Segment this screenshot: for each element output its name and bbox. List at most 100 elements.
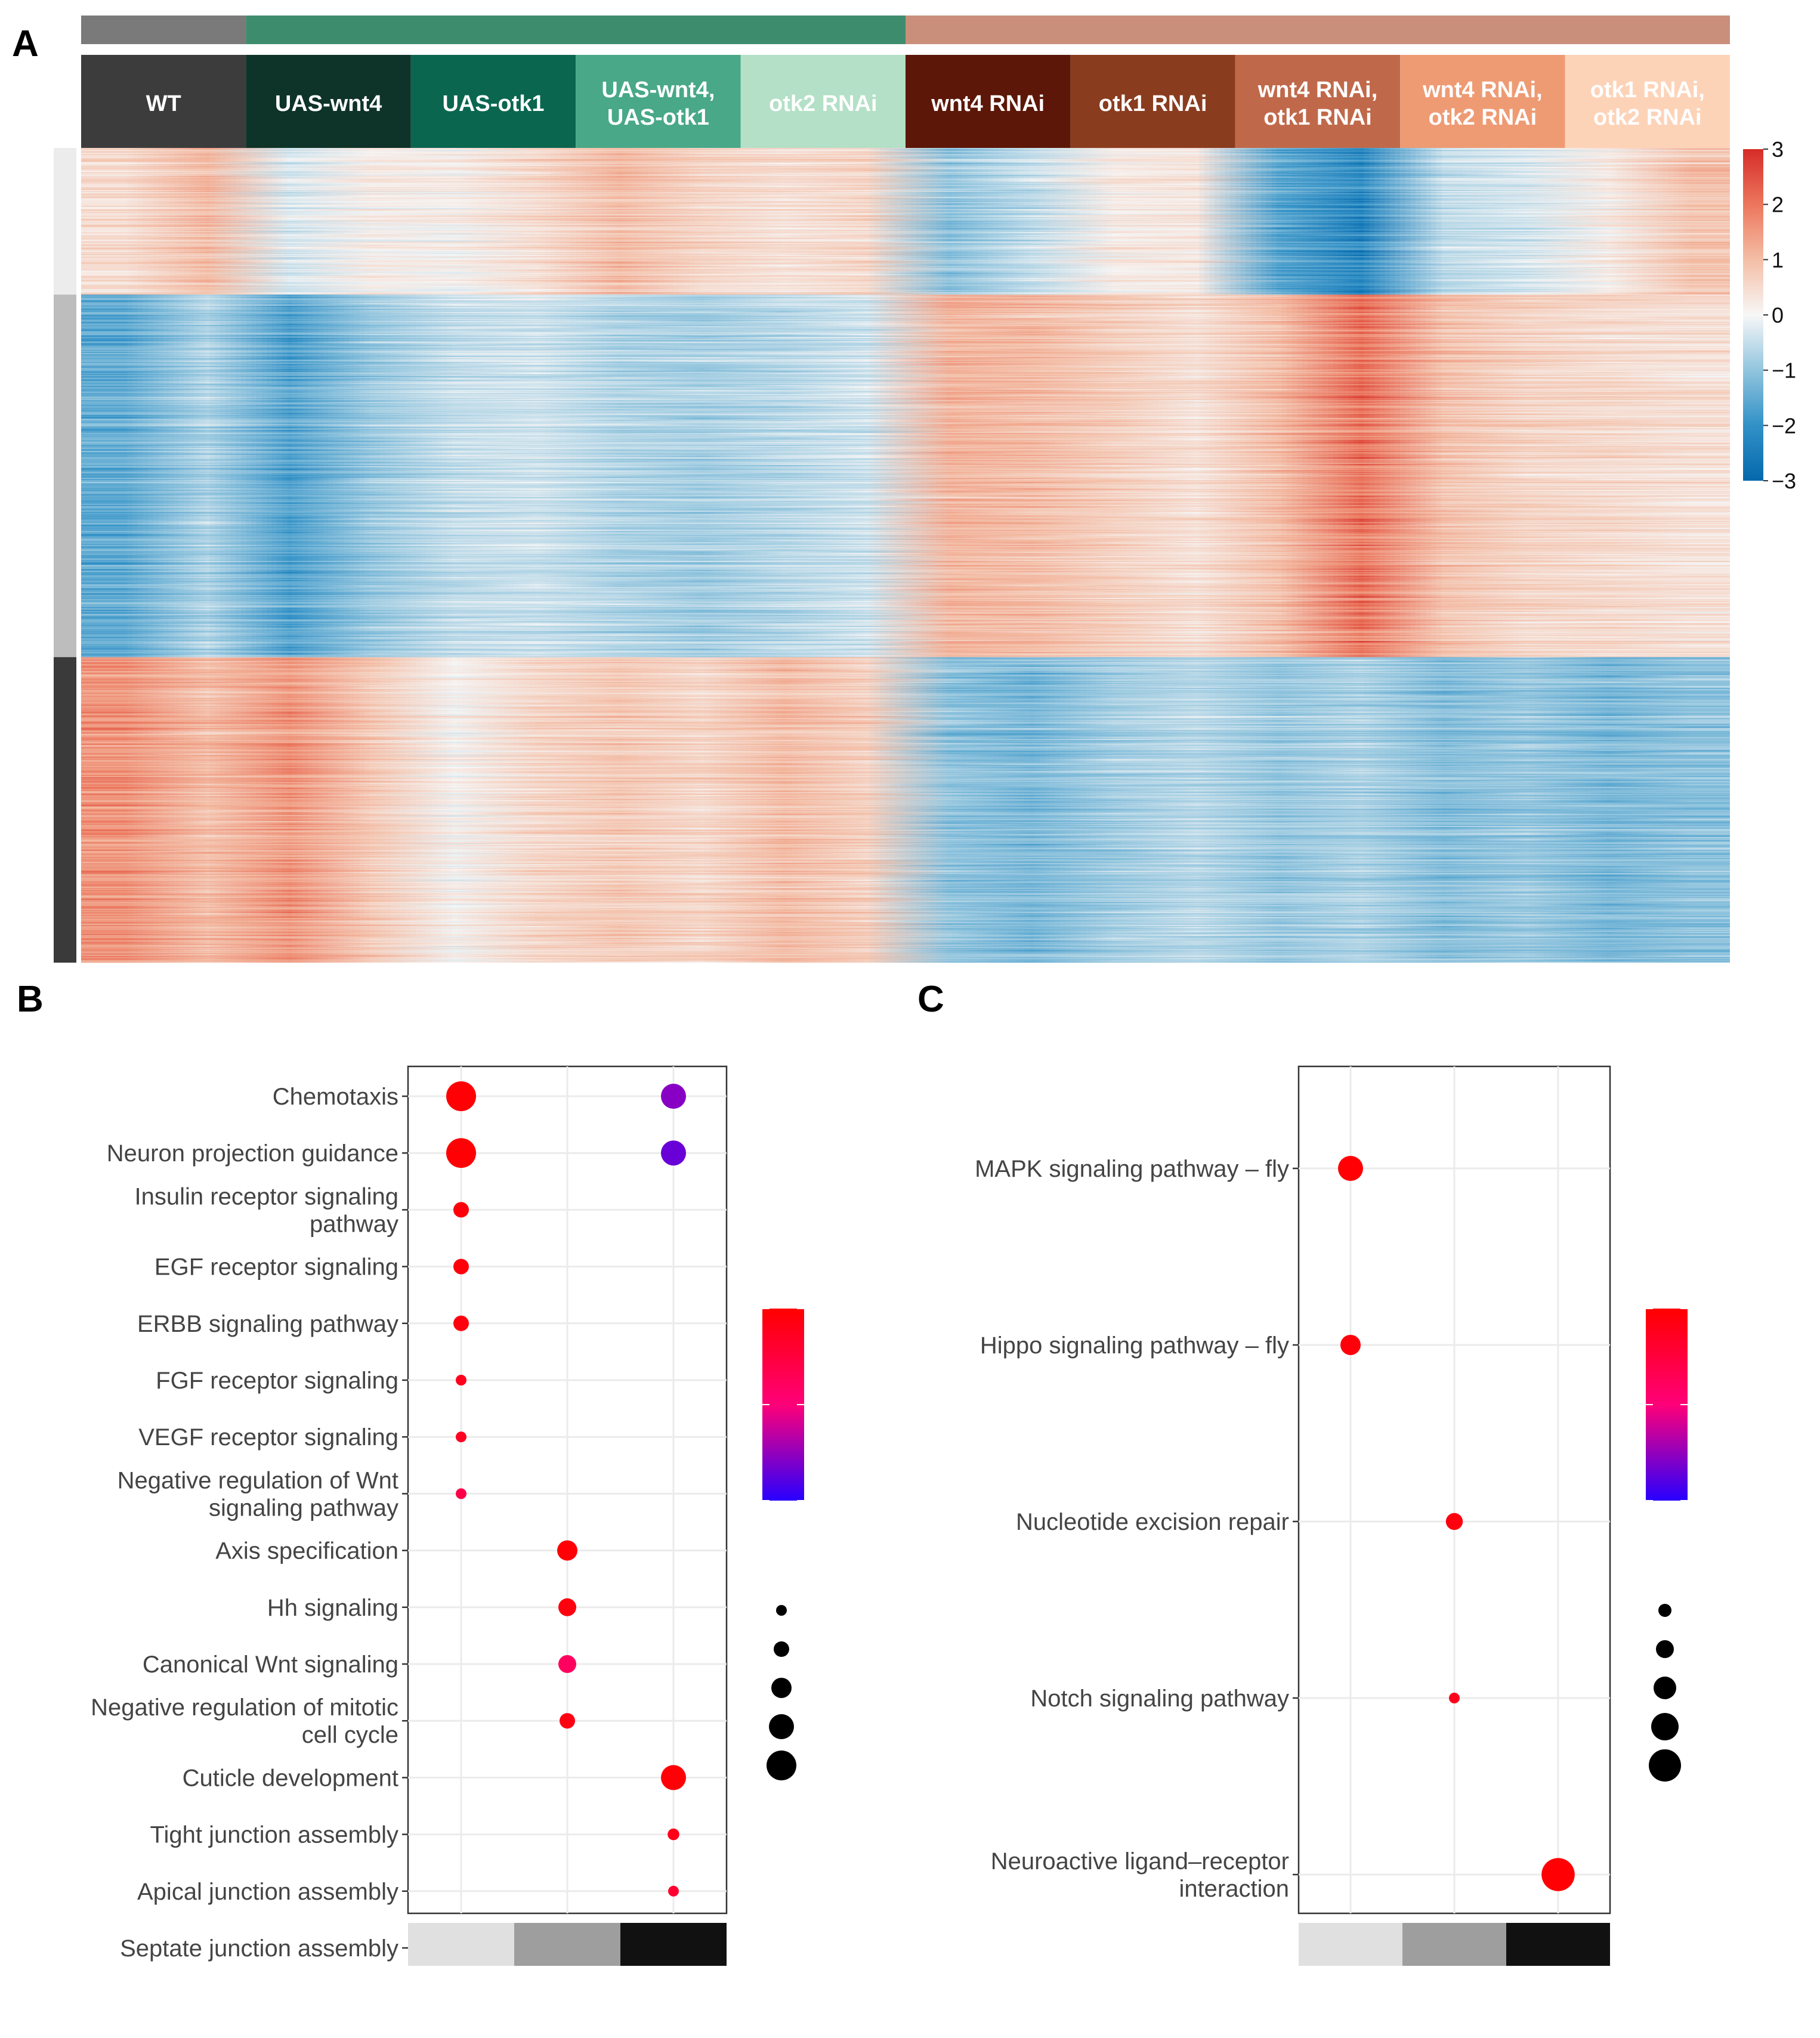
panel-label-a: A [12,23,39,64]
gene-ratio-key-2 [1654,1677,1676,1699]
data-point-7 [456,1375,466,1386]
cluster-bar-2 [1506,1923,1610,1966]
heatmap-figure: WT UAS-wnt4 UAS-otk1 UAS-wnt4, UAS-otk1 otk2 … [54,16,1796,963]
colorbar-tick-label-0: 3 [1772,137,1784,162]
y-tick-label-9: Hh signaling [267,1595,398,1621]
condition-bar-0 [81,55,246,148]
cluster-bar-2 [620,1923,727,1966]
gene-ratio-key-4 [767,1751,796,1780]
condition-bar-5 [906,55,1071,148]
row-cluster-block-2 [54,657,76,963]
condition-bar-9 [1565,55,1730,148]
condition-bar-7 [1235,55,1401,148]
condition-label-2: UAS-otk1 [442,91,544,116]
data-point-14 [661,1765,686,1790]
data-point-1 [1340,1335,1361,1355]
colorbar-tick-label-4: −1 [1772,358,1796,383]
condition-bar-1 [246,55,411,148]
condition-label-8: wnt4 RNAi, otk2 RNAi [1422,78,1543,130]
data-point-15 [668,1828,679,1841]
colorbar-rect [1743,149,1763,481]
data-point-3 [1449,1693,1460,1703]
group-header-bars [81,16,1730,44]
gene-ratio-key-3 [769,1714,794,1739]
data-point-10 [557,1540,577,1561]
y-tick-label-7: Negative regulation of Wnt signaling path… [118,1467,398,1521]
row-cluster-bar [54,148,76,963]
y-tick-label-11: Negative regulation of mitotic cell cycle [91,1694,398,1748]
y-tick-label-0: MAPK signaling pathway – fly [975,1156,1289,1182]
cluster-bar-1 [1402,1923,1506,1966]
condition-header-bars: WT UAS-wnt4 UAS-otk1 UAS-wnt4, UAS-otk1 otk2 … [81,55,1730,148]
panel-label-c: C [917,979,944,1020]
data-point-11 [558,1598,576,1616]
gobp-dotplot: Chemotaxis Neuron projection guidance Insu… [91,1065,804,1966]
colorbar-tick-label-3: 0 [1772,303,1784,327]
y-tick-label-13: Tight junction assembly [150,1822,398,1848]
row-cluster-block-0 [54,148,76,295]
y-tick-label-14: Apical junction assembly [137,1879,398,1905]
kegg-dotplot: MAPK signaling pathway – fly Hippo signal… [975,1065,1688,1966]
y-tick-label-1: Hippo signaling pathway – fly [980,1332,1289,1359]
data-point-9 [456,1488,466,1499]
y-tick-label-8: Axis specification [215,1538,398,1564]
y-tick-label-5: FGF receptor signaling [156,1368,398,1394]
y-tick-label-1: Neuron projection guidance [107,1140,398,1167]
y-tick-label-2: Insulin receptor signaling pathway [135,1183,398,1237]
gene-ratio-key-1 [1656,1640,1674,1658]
data-point-5 [453,1258,469,1275]
condition-label-5: wnt4 RNAi [931,91,1045,116]
gene-ratio-key-0 [776,1605,787,1616]
group-bar-1 [246,16,906,44]
data-point-16 [668,1885,679,1897]
condition-bar-8 [1400,55,1565,148]
condition-label-9: otk1 RNAi, otk2 RNAi [1590,78,1705,130]
y-tick-label-4: Neuroactive ligand–receptor interaction [991,1848,1289,1902]
data-point-4 [453,1202,469,1218]
heatmap-matrix [81,148,1730,963]
condition-label-3: UAS-wnt4, UAS-otk1 [601,78,715,130]
data-point-3 [661,1140,686,1166]
gene-ratio-key-2 [771,1678,792,1698]
condition-bar-3 [576,55,741,148]
data-point-13 [560,1713,575,1729]
cluster-bar-1 [514,1923,620,1966]
data-point-12 [558,1655,576,1673]
y-tick-label-15: Septate junction assembly [120,1935,398,1962]
data-point-0 [446,1081,476,1111]
data-point-2 [446,1138,476,1168]
gene-ratio-key-0 [1658,1604,1671,1617]
condition-bar-6 [1070,55,1235,148]
zscore-colorbar: 3 2 1 0 −1 −2 −3 [1743,137,1796,493]
y-tick-label-2: Nucleotide excision repair [1016,1509,1289,1535]
condition-label-4: otk2 RNAi [769,91,877,116]
y-tick-label-10: Canonical Wnt signaling [143,1652,398,1678]
data-point-8 [456,1431,466,1443]
gene-ratio-key-1 [774,1641,789,1657]
colorbar-tick-label-2: 1 [1772,248,1784,272]
data-point-0 [1338,1156,1363,1181]
condition-label-0: WT [146,91,181,116]
condition-bar-4 [740,55,906,148]
data-point-1 [661,1084,686,1109]
y-tick-label-6: VEGF receptor signaling [138,1424,398,1451]
gene-ratio-key-3 [1651,1713,1679,1740]
y-tick-label-0: Chemotaxis [273,1084,398,1110]
colorbar-tick-label-6: −3 [1772,469,1796,493]
cluster-bar-0 [408,1923,514,1966]
group-bar-0 [81,16,246,44]
condition-label-6: otk1 RNAi [1099,91,1207,116]
data-point-2 [1445,1513,1463,1530]
cluster-bar-0 [1299,1923,1402,1966]
y-tick-label-4: ERBB signaling pathway [137,1311,398,1337]
row-cluster-block-1 [54,294,76,657]
data-point-4 [1541,1858,1575,1891]
group-bar-2 [906,16,1730,44]
panel-label-b: B [17,979,44,1020]
condition-label-7: wnt4 RNAi, otk1 RNAi [1257,78,1378,130]
gene-ratio-key-4 [1649,1749,1681,1782]
y-tick-label-3: EGF receptor signaling [155,1254,398,1281]
condition-bar-2 [410,55,576,148]
colorbar-tick-label-5: −2 [1772,413,1796,438]
y-tick-label-12: Cuticle development [183,1765,398,1791]
